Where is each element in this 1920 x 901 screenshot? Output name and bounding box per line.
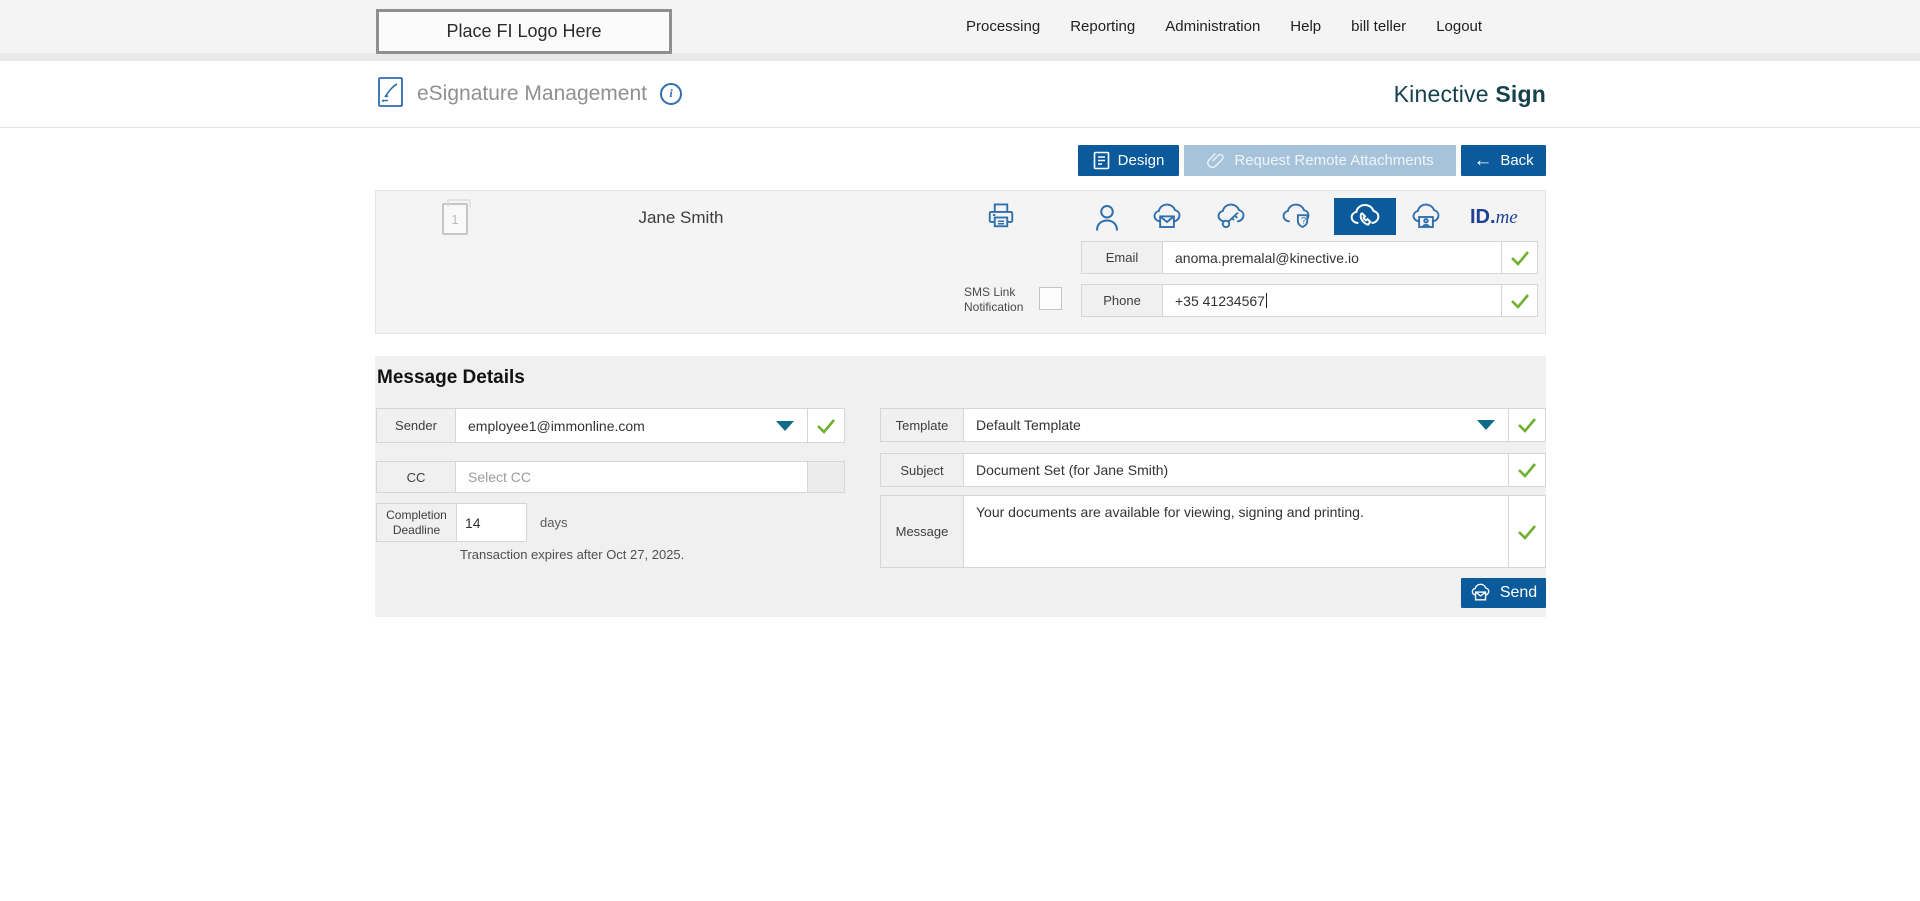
document-count-icon: 1	[442, 199, 471, 235]
email-input[interactable]: anoma.premalal@kinective.io	[1163, 242, 1501, 273]
paperclip-icon	[1207, 153, 1225, 169]
info-icon[interactable]: i	[660, 83, 682, 105]
nav-administration[interactable]: Administration	[1165, 18, 1261, 35]
cc-row: CC Select CC	[376, 461, 845, 493]
cloud-key-icon[interactable]	[1216, 202, 1246, 237]
check-icon	[1518, 463, 1536, 478]
nav-reporting[interactable]: Reporting	[1070, 18, 1136, 35]
printer-icon[interactable]	[986, 200, 1016, 235]
design-button-label: Design	[1117, 152, 1165, 169]
cc-placeholder: Select CC	[468, 469, 532, 485]
recipient-name: Jane Smith	[638, 208, 724, 227]
completion-label-line2: Deadline	[392, 522, 441, 537]
subject-label: Subject	[881, 454, 964, 486]
email-label: Email	[1082, 242, 1163, 273]
request-remote-attachments-label: Request Remote Attachments	[1234, 152, 1434, 169]
cloud-id-icon[interactable]	[1411, 202, 1441, 237]
message-valid-check	[1508, 496, 1545, 567]
cc-input[interactable]: Select CC	[456, 462, 807, 492]
completion-deadline-label: Completion Deadline	[377, 504, 457, 541]
template-label: Template	[881, 409, 964, 441]
deadline-unit-label: days	[540, 515, 568, 530]
back-button[interactable]: ← Back	[1461, 145, 1546, 176]
check-icon	[1518, 418, 1536, 433]
sms-link-notification-checkbox[interactable]	[1039, 287, 1062, 310]
idme-logo-id: ID.	[1470, 206, 1496, 228]
fi-logo-text: Place FI Logo Here	[446, 21, 602, 41]
cloud-security-question-icon[interactable]: ?	[1281, 202, 1311, 237]
design-document-icon	[1093, 151, 1109, 170]
cc-check-placeholder	[807, 462, 844, 492]
svg-text:?: ?	[1301, 215, 1306, 225]
check-icon	[1510, 293, 1529, 309]
subject-valid-check	[1508, 454, 1545, 486]
message-label: Message	[881, 496, 964, 567]
completion-label-line1: Completion	[386, 507, 447, 522]
phone-valid-check	[1501, 285, 1537, 316]
sender-row: Sender employee1@immonline.com	[376, 408, 845, 443]
sender-valid-check	[807, 409, 844, 442]
phone-label: Phone	[1082, 285, 1163, 316]
phone-row: Phone +35 41234567	[1081, 284, 1538, 317]
phone-value: +35 41234567	[1175, 292, 1265, 309]
phone-input[interactable]: +35 41234567	[1163, 285, 1501, 316]
template-value: Default Template	[976, 417, 1081, 433]
chevron-down-icon	[1477, 420, 1495, 430]
chevron-down-icon	[776, 420, 794, 431]
template-row: Template Default Template	[880, 408, 1546, 442]
idme-logo-me: me	[1495, 207, 1518, 228]
design-button[interactable]: Design	[1078, 145, 1179, 176]
recipient-card: 1 Jane Smith	[375, 190, 1546, 334]
sender-dropdown[interactable]: employee1@immonline.com	[456, 409, 807, 442]
cloud-phone-icon[interactable]	[1334, 198, 1396, 235]
nav-user-bill-teller[interactable]: bill teller	[1351, 18, 1407, 35]
template-valid-check	[1508, 409, 1545, 441]
send-button-label: Send	[1499, 584, 1538, 601]
sms-label-line1: SMS Link	[964, 285, 1016, 299]
nav-logout[interactable]: Logout	[1436, 18, 1483, 35]
send-cloud-envelope-icon	[1471, 583, 1490, 601]
back-arrow-icon: ←	[1473, 150, 1493, 171]
completion-deadline-row: Completion Deadline 14	[376, 503, 527, 542]
message-details-heading: Message Details	[377, 367, 525, 388]
message-row: Message Your documents are available for…	[880, 495, 1546, 568]
message-textarea[interactable]: Your documents are available for viewing…	[964, 496, 1508, 567]
sms-link-notification-label: SMS Link Notification	[964, 285, 1038, 315]
fi-logo-placeholder: Place FI Logo Here	[376, 9, 672, 54]
check-icon	[817, 418, 835, 434]
check-icon	[1510, 250, 1529, 266]
page-title: eSignature Management	[417, 82, 647, 105]
back-button-label: Back	[1500, 152, 1534, 169]
brand-product: Sign	[1495, 80, 1546, 107]
document-count-value: 1	[451, 211, 459, 227]
subject-input[interactable]: Document Set (for Jane Smith)	[964, 454, 1508, 486]
nav-help[interactable]: Help	[1290, 18, 1322, 35]
idme-logo[interactable]: ID.me	[1470, 206, 1518, 229]
top-bar: Place FI Logo Here Processing Reporting …	[0, 0, 1920, 61]
esignature-document-pen-icon	[377, 76, 404, 113]
page-header: eSignature Management i Kinective Sign	[0, 61, 1920, 128]
main-nav: Processing Reporting Administration Help…	[966, 0, 1482, 53]
email-valid-check	[1501, 242, 1537, 273]
brand-name: Kinective	[1393, 80, 1489, 107]
send-button[interactable]: Send	[1461, 578, 1546, 608]
cloud-email-icon[interactable]	[1152, 202, 1182, 237]
check-icon	[1518, 524, 1536, 540]
email-row: Email anoma.premalal@kinective.io	[1081, 241, 1538, 274]
sender-label: Sender	[377, 409, 456, 442]
sender-value: employee1@immonline.com	[468, 417, 645, 434]
template-dropdown[interactable]: Default Template	[964, 409, 1508, 441]
nav-processing[interactable]: Processing	[966, 18, 1041, 35]
brand-logo: Kinective Sign	[1394, 61, 1546, 127]
sms-label-line2: Notification	[964, 300, 1024, 314]
person-icon[interactable]	[1092, 202, 1122, 239]
completion-deadline-input[interactable]: 14	[457, 504, 526, 541]
expiry-note: Transaction expires after Oct 27, 2025.	[460, 547, 685, 562]
subject-row: Subject Document Set (for Jane Smith)	[880, 453, 1546, 487]
request-remote-attachments-button[interactable]: Request Remote Attachments	[1184, 145, 1456, 176]
text-cursor	[1265, 293, 1267, 308]
cc-label: CC	[377, 462, 456, 492]
